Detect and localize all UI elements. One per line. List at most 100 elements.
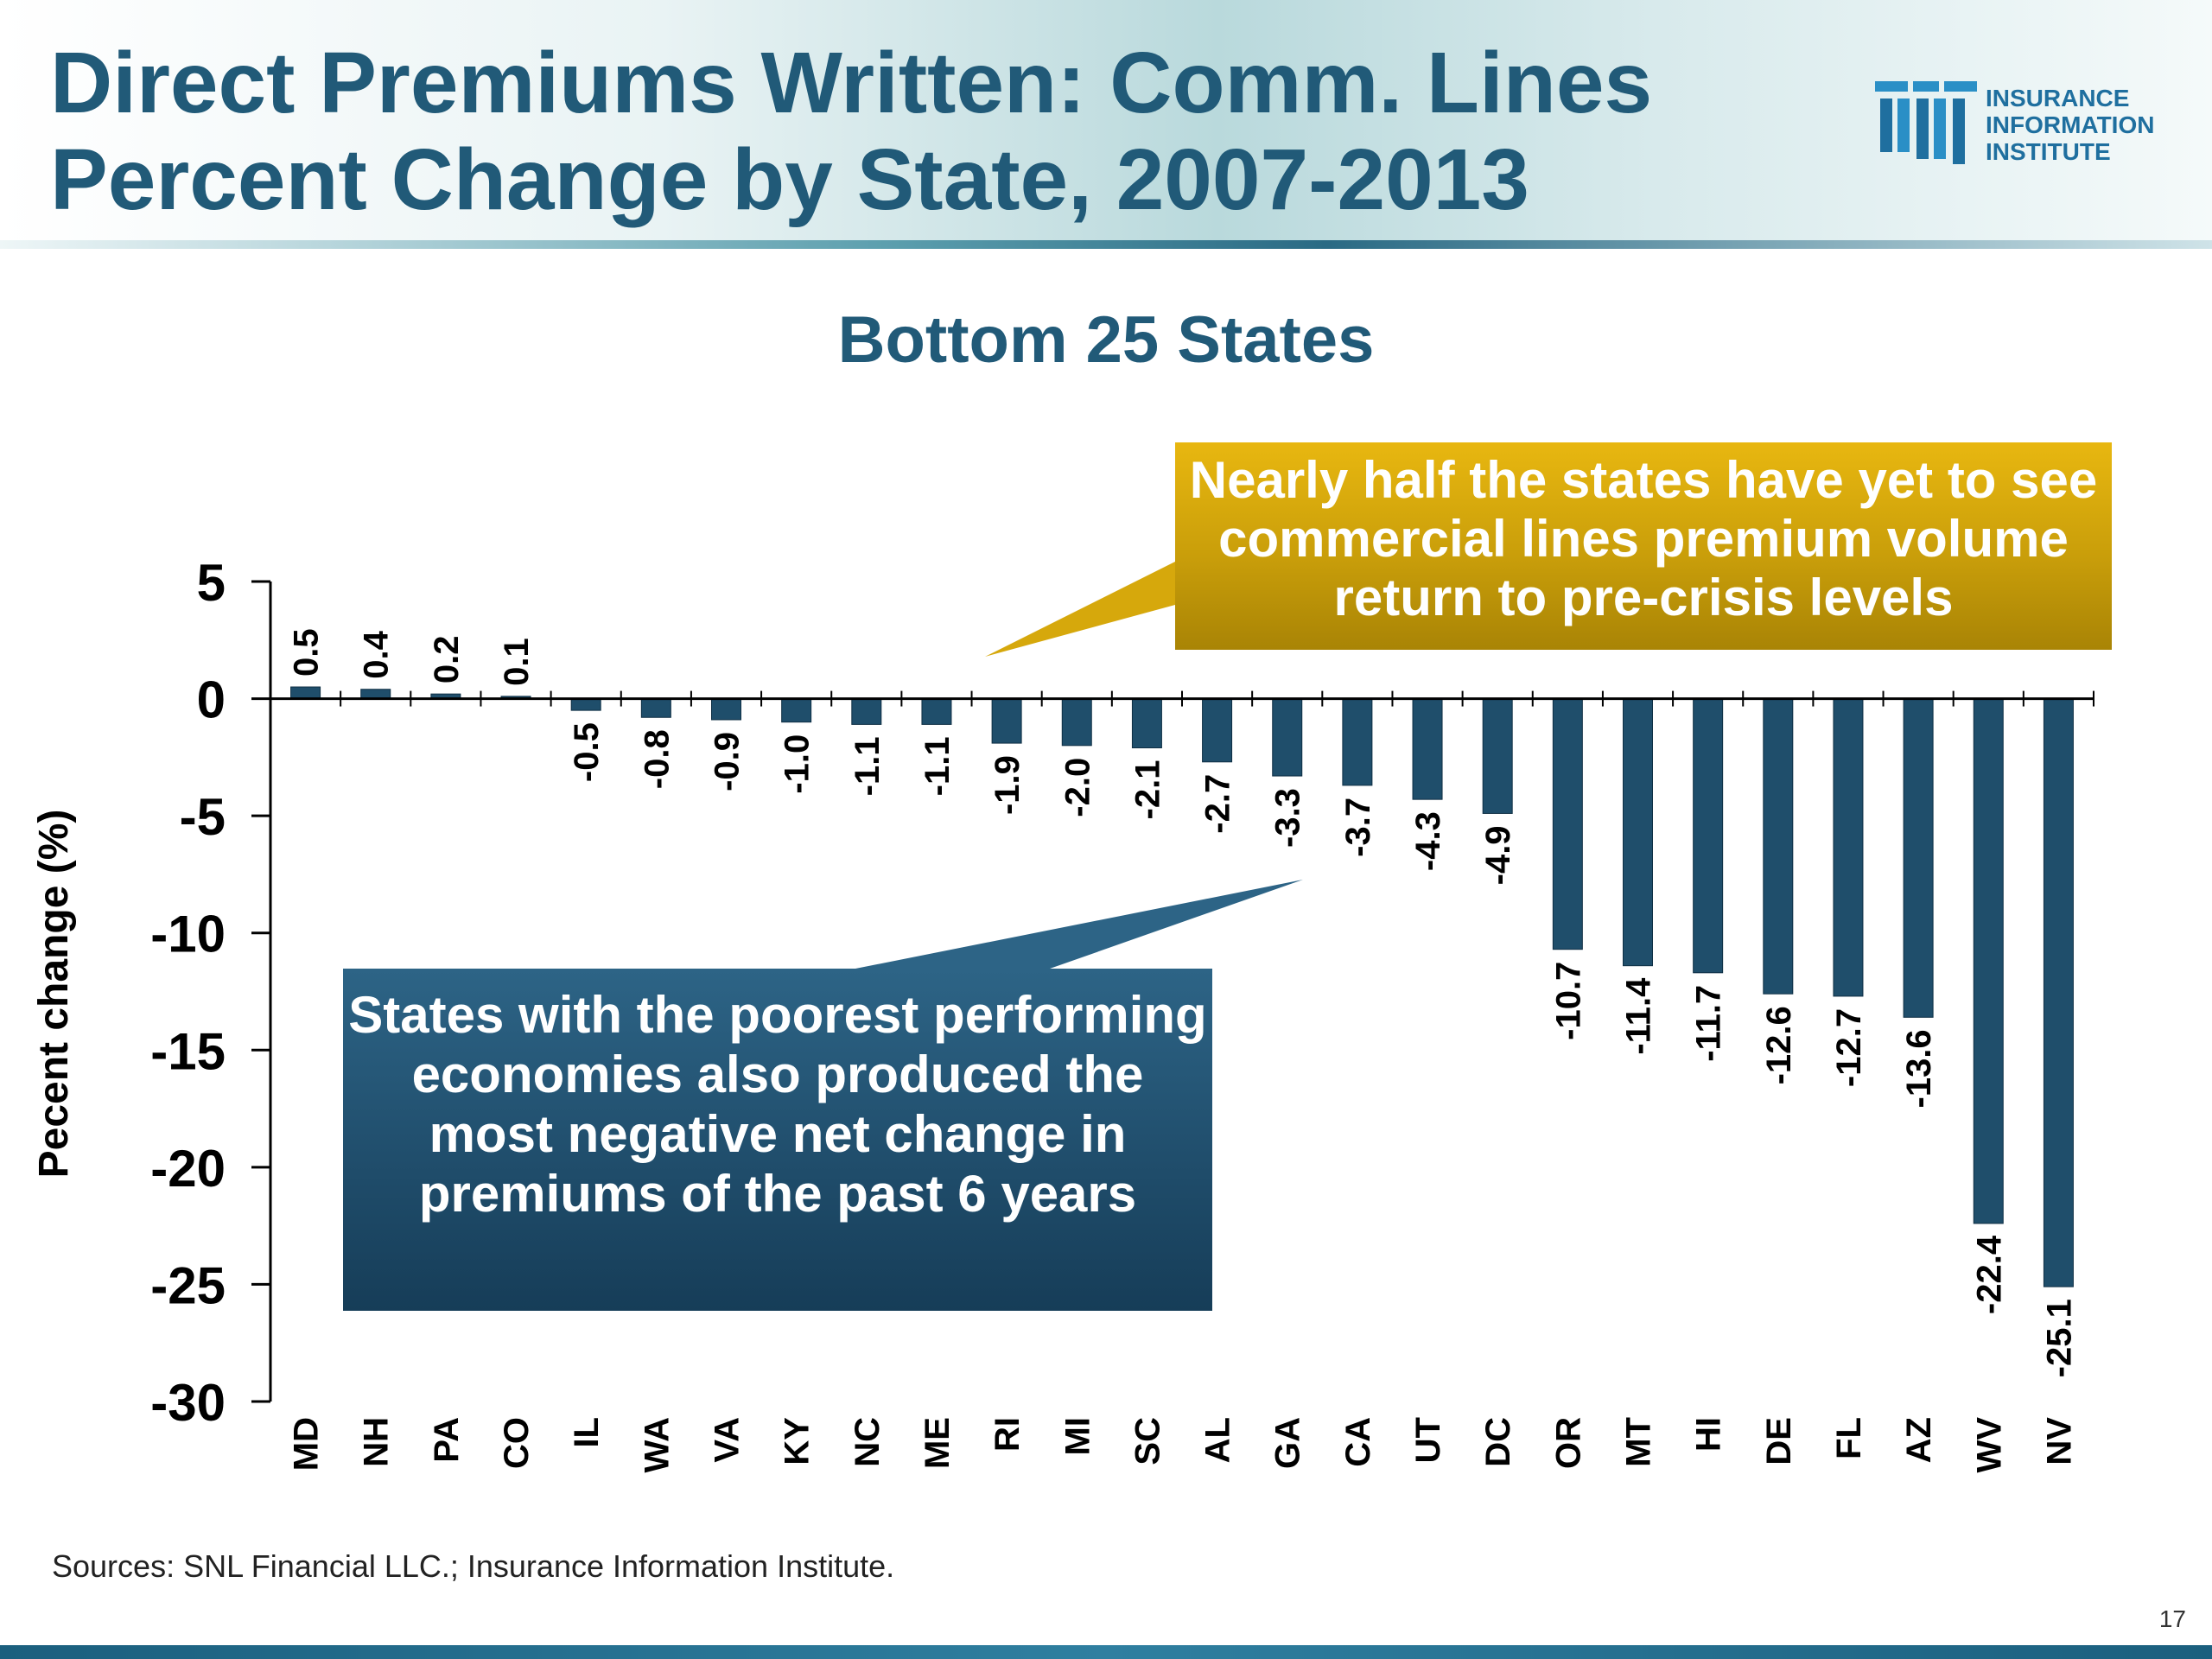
data-label-HI: -11.7 [1690,985,1728,1062]
x-tick-label-RI: RI [988,1417,1027,1452]
x-tick-label-NH: NH [358,1417,396,1467]
data-label-RI: -1.9 [988,755,1027,815]
data-label-CA: -3.7 [1339,798,1377,857]
y-tick-label: -20 [150,1140,226,1198]
x-tick-label-ME: ME [918,1417,957,1469]
header-band [0,0,2212,246]
bar-KY [781,698,812,723]
bar-MD [290,686,321,700]
bar-VA [711,698,741,721]
y-tick-label: -15 [150,1022,226,1080]
slide-title: Direct Premiums Written: Comm. Lines Per… [50,35,1778,228]
y-tick-labels-group: 5 0 -5 -10 -15 -20 -25 -30 [150,554,226,1432]
bar-NH [360,689,391,700]
data-label-MD: 0.5 [288,628,326,677]
bar-NC [851,698,882,725]
x-tick-label-UT: UT [1409,1417,1447,1463]
bar-RI [991,698,1022,744]
tick-marks-group [251,580,2094,1403]
y-axis-label: Pecent change (%) [31,810,77,1179]
data-label-MT: -11.4 [1620,977,1658,1055]
data-label-NV: -25.1 [2040,1299,2078,1377]
x-tick-label-AL: AL [1199,1417,1237,1463]
data-label-WA: -0.8 [638,729,676,789]
x-tick-label-OR: OR [1549,1417,1587,1469]
x-tick-label-FL: FL [1830,1417,1868,1459]
yellow-callout-box [1175,442,2112,650]
x-tick-label-DC: DC [1479,1417,1517,1467]
data-label-UT: -4.3 [1409,811,1447,871]
y-tick-label: -10 [150,906,226,963]
data-label-KY: -1.0 [779,734,817,794]
x-tick-label-VA: VA [709,1417,747,1463]
header-divider [0,240,2212,249]
bar-CA [1342,698,1373,786]
x-tick-label-WV: WV [1970,1417,2008,1473]
bar-FL [1833,698,1864,997]
bar-DE [1763,698,1794,995]
bar-IL [570,698,601,711]
iii-logo-icon [1875,81,1977,164]
y-tick-label: -5 [180,788,226,846]
data-label-ME: -1.1 [918,736,957,796]
bar-SC [1131,698,1162,749]
data-label-FL: -12.7 [1830,1008,1868,1087]
x-tick-label-CO: CO [498,1417,536,1469]
data-label-AL: -2.7 [1199,774,1237,834]
x-tick-label-HI: HI [1690,1417,1728,1452]
x-tick-label-DE: DE [1760,1417,1798,1465]
slide-title-line-1: Direct Premiums Written: Comm. Lines [50,35,1653,131]
x-tick-label-MI: MI [1058,1417,1096,1455]
bar-MI [1061,698,1092,747]
bar-GA [1272,698,1303,777]
chart-title: Bottom 25 States [837,303,1375,377]
bar-WV [1973,698,2004,1224]
y-tick-label: 0 [197,671,226,729]
blue-callout-pointer [855,880,1303,969]
footer-bar [0,1645,2212,1659]
bar-ME [921,698,952,725]
x-tick-label-NC: NC [849,1417,887,1467]
data-label-OR: -10.7 [1549,962,1587,1040]
x-tick-label-MT: MT [1620,1417,1658,1467]
data-label-IL: -0.5 [568,722,606,782]
data-label-GA: -3.3 [1269,788,1307,848]
logo-text: INSURANCE INFORMATION INSTITUTE [1986,85,2154,165]
data-label-CO: 0.1 [498,638,536,686]
bar-NV [2043,698,2074,1287]
sources-note: Sources: SNL Financial LLC.; Insurance I… [52,1548,895,1584]
x-tick-label-GA: GA [1269,1417,1307,1469]
x-tick-labels-group: MD NH PA CO IL WA VA KY NC ME RI MI SC AL GA CA UT DC OR MT… [288,1417,2079,1473]
data-label-NH: 0.4 [358,630,396,678]
yellow-callout-pointer [985,562,1175,657]
data-label-NC: -1.1 [849,736,887,796]
x-tick-label-AZ: AZ [1900,1417,1938,1463]
x-tick-label-MD: MD [288,1417,326,1471]
bar-MT [1623,698,1653,967]
bar-WA [640,698,671,718]
data-label-VA: -0.9 [709,732,747,791]
y-tick-label: 5 [197,554,226,612]
logo-text-line-3: INSTITUTE [1986,138,2111,165]
x-tick-label-KY: KY [779,1417,817,1465]
bar-UT [1412,698,1443,800]
data-label-PA: 0.2 [428,636,466,684]
y-tick-label: -25 [150,1256,226,1314]
bar-HI [1693,698,1724,974]
data-labels-group: 0.5 0.4 0.2 0.1 -0.5 -0.8 -0.9 -1.0 -1.1 -1.1 -1.9… [288,628,2079,1377]
x-tick-label-CA: CA [1339,1417,1377,1467]
data-label-SC: -2.1 [1128,760,1166,820]
yellow-callout-text: Nearly half the states have yet to see c… [1189,451,2098,626]
page-number: 17 [2158,1605,2186,1632]
x-tick-label-NV: NV [2040,1417,2078,1465]
data-label-DE: -12.6 [1760,1006,1798,1084]
bar-DC [1482,698,1513,814]
bar-AZ [1903,698,1934,1018]
blue-callout-text: States with the poorest performing econo… [348,986,1207,1223]
logo-text-line-1: INSURANCE [1986,85,2130,111]
blue-callout-box [343,969,1212,1311]
x-tick-label-PA: PA [428,1417,466,1463]
data-label-MI: -2.0 [1058,758,1096,817]
slide-title-line-2: Percent Change by State, 2007-2013 [50,131,1529,228]
y-tick-label: -30 [150,1374,226,1432]
